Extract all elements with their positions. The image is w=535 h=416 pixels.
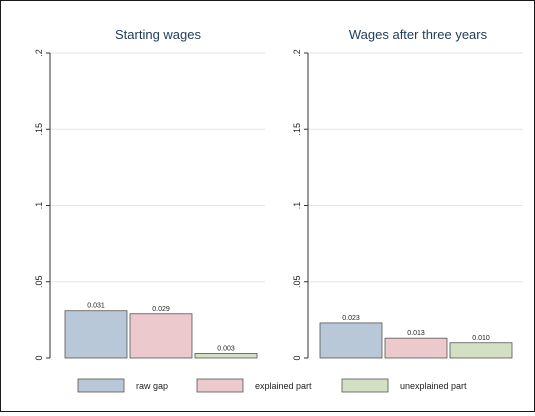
- data-label-unexplained-part: 0.010: [472, 335, 490, 342]
- legend-label-unexplained-part: unexplained part: [400, 381, 467, 391]
- y-tick-label: 0: [292, 355, 302, 360]
- bar-explained-part: [384, 337, 448, 359]
- y-tick-label: .05: [34, 275, 44, 288]
- legend: raw gap explained part unexplained part: [77, 378, 467, 393]
- legend-label-explained-part: explained part: [255, 381, 312, 391]
- bar-raw-gap: [319, 322, 383, 359]
- y-tick-label: .15: [292, 123, 302, 136]
- bar-explained-part: [129, 313, 193, 359]
- data-label-explained-part: 0.029: [152, 306, 170, 313]
- panel-wages-after-three-years: Wages after three years 0 .05 .1 .15 .2 0.023…: [292, 27, 523, 361]
- y-tick-label: .2: [34, 49, 44, 57]
- legend-swatch-explained-part: [196, 378, 244, 393]
- bar-unexplained-part: [194, 353, 258, 359]
- y-tick-label: .1: [292, 202, 302, 210]
- panel-starting-wages: Starting wages 0 .05 .1 .15 .2 0.031 0.029 0.00…: [34, 27, 265, 361]
- legend-label-raw-gap: raw gap: [136, 381, 168, 391]
- data-label-explained-part: 0.013: [407, 330, 425, 337]
- legend-swatch-unexplained-part: [341, 378, 389, 393]
- y-tick-label: .15: [34, 123, 44, 136]
- data-label-raw-gap: 0.031: [87, 303, 105, 310]
- data-label-unexplained-part: 0.003: [217, 345, 235, 352]
- panel-title-starting-wages: Starting wages: [115, 27, 201, 42]
- y-tick-label: .1: [34, 202, 44, 210]
- y-tick-label: 0: [34, 355, 44, 360]
- y-tick-label: .05: [292, 275, 302, 288]
- data-label-raw-gap: 0.023: [342, 315, 360, 322]
- bar-unexplained-part: [449, 342, 513, 359]
- legend-swatch-raw-gap: [77, 378, 125, 393]
- panel-title-wages-after-three-years: Wages after three years: [349, 27, 488, 42]
- y-tick-label: .2: [292, 49, 302, 57]
- bar-raw-gap: [64, 310, 128, 359]
